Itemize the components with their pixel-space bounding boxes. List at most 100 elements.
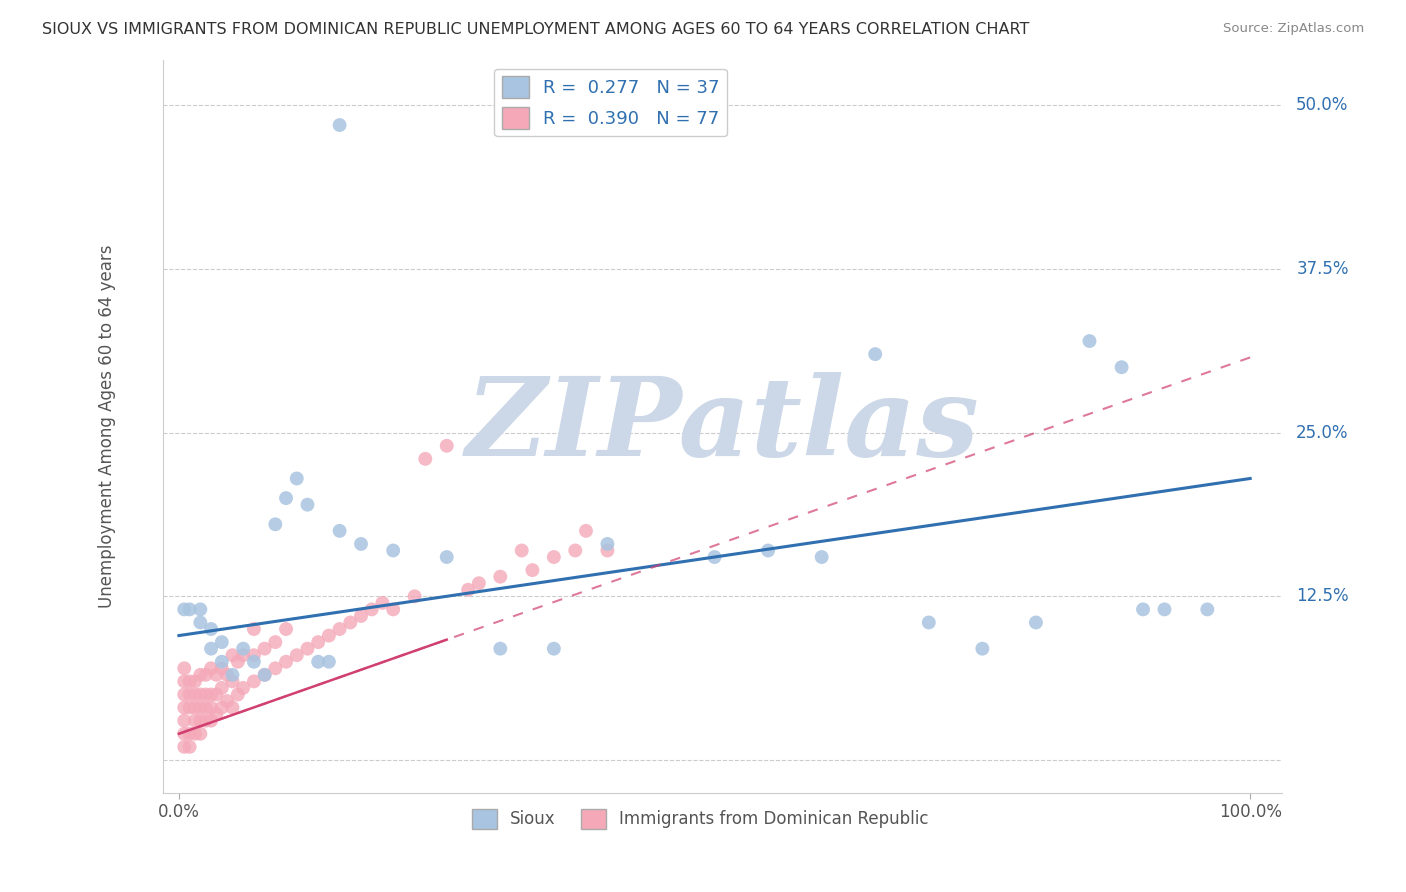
Point <box>221 648 243 663</box>
Point <box>205 707 228 722</box>
Point <box>274 655 297 669</box>
Point <box>918 615 941 630</box>
Point <box>1197 602 1219 616</box>
Point <box>194 668 217 682</box>
Point <box>489 569 512 583</box>
Point <box>211 635 233 649</box>
Point <box>360 602 382 616</box>
Point <box>179 688 201 702</box>
Point <box>329 622 352 636</box>
Point <box>200 688 222 702</box>
Point <box>217 668 239 682</box>
Point <box>179 739 201 754</box>
Point <box>173 739 195 754</box>
Point <box>188 688 211 702</box>
Point <box>194 700 217 714</box>
Point <box>243 648 266 663</box>
Point <box>307 655 329 669</box>
Point <box>863 347 886 361</box>
Point <box>200 700 222 714</box>
Point <box>285 648 308 663</box>
Point <box>184 700 207 714</box>
Point <box>564 543 586 558</box>
Text: 37.5%: 37.5% <box>1296 260 1348 278</box>
Point <box>264 635 287 649</box>
Point <box>253 668 276 682</box>
Point <box>243 622 266 636</box>
Point <box>274 622 297 636</box>
Point <box>307 635 329 649</box>
Point <box>253 641 276 656</box>
Point <box>510 543 533 558</box>
Point <box>226 688 249 702</box>
Text: 25.0%: 25.0% <box>1296 424 1348 442</box>
Point <box>184 688 207 702</box>
Point <box>188 602 211 616</box>
Point <box>522 563 544 577</box>
Point <box>756 543 779 558</box>
Point <box>173 727 195 741</box>
Point <box>173 714 195 728</box>
Point <box>1025 615 1047 630</box>
Point <box>173 602 195 616</box>
Point <box>221 674 243 689</box>
Point <box>221 668 243 682</box>
Point <box>184 714 207 728</box>
Point <box>200 661 222 675</box>
Point <box>194 688 217 702</box>
Point <box>188 700 211 714</box>
Point <box>596 537 619 551</box>
Point <box>194 714 217 728</box>
Text: 50.0%: 50.0% <box>1296 96 1348 114</box>
Point <box>211 700 233 714</box>
Text: Source: ZipAtlas.com: Source: ZipAtlas.com <box>1223 22 1364 36</box>
Point <box>179 700 201 714</box>
Point <box>436 439 458 453</box>
Point <box>297 498 319 512</box>
Point <box>179 602 201 616</box>
Point <box>703 549 725 564</box>
Point <box>264 661 287 675</box>
Point <box>382 602 405 616</box>
Point <box>211 661 233 675</box>
Point <box>243 674 266 689</box>
Point <box>810 549 832 564</box>
Point <box>297 641 319 656</box>
Point <box>173 688 195 702</box>
Text: Unemployment Among Ages 60 to 64 years: Unemployment Among Ages 60 to 64 years <box>98 244 115 607</box>
Point <box>179 674 201 689</box>
Point <box>232 681 254 695</box>
Point <box>264 517 287 532</box>
Point <box>243 655 266 669</box>
Point <box>489 641 512 656</box>
Point <box>184 727 207 741</box>
Text: ZIPatlas: ZIPatlas <box>465 372 980 480</box>
Point <box>205 688 228 702</box>
Point <box>1078 334 1101 348</box>
Point <box>188 615 211 630</box>
Point <box>226 655 249 669</box>
Point <box>468 576 491 591</box>
Legend: Sioux, Immigrants from Dominican Republic: Sioux, Immigrants from Dominican Republi… <box>465 802 935 836</box>
Point <box>184 674 207 689</box>
Point <box>575 524 598 538</box>
Point <box>596 543 619 558</box>
Point <box>221 700 243 714</box>
Point <box>188 668 211 682</box>
Point <box>211 655 233 669</box>
Point <box>1132 602 1154 616</box>
Point <box>329 524 352 538</box>
Point <box>253 668 276 682</box>
Point <box>200 641 222 656</box>
Point <box>382 543 405 558</box>
Point <box>217 694 239 708</box>
Text: SIOUX VS IMMIGRANTS FROM DOMINICAN REPUBLIC UNEMPLOYMENT AMONG AGES 60 TO 64 YEA: SIOUX VS IMMIGRANTS FROM DOMINICAN REPUB… <box>42 22 1029 37</box>
Point <box>1111 360 1133 375</box>
Point <box>188 727 211 741</box>
Point <box>179 727 201 741</box>
Point <box>371 596 394 610</box>
Point <box>404 589 426 603</box>
Point <box>543 641 565 656</box>
Point <box>285 471 308 485</box>
Point <box>457 582 479 597</box>
